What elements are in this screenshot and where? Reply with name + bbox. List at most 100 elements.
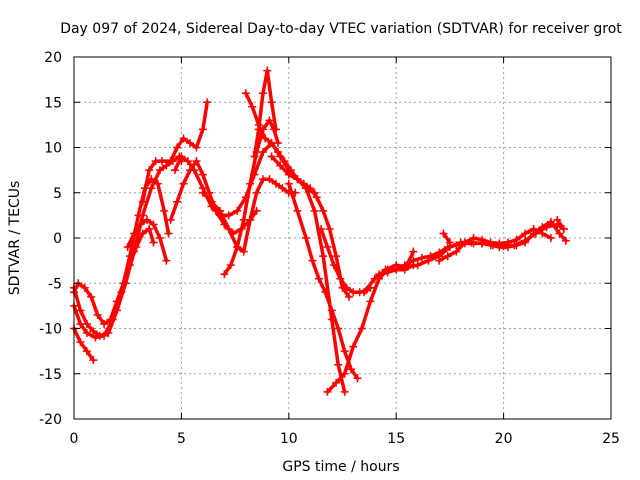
data-point-marker — [132, 243, 141, 252]
data-point-marker — [323, 387, 332, 396]
data-point-marker — [76, 319, 85, 328]
data-point-marker — [265, 116, 274, 125]
grid-lines — [74, 57, 611, 419]
data-series — [70, 66, 570, 396]
series-trace — [72, 227, 156, 326]
data-point-marker — [267, 152, 276, 161]
data-point-marker — [162, 161, 171, 170]
data-point-marker — [164, 229, 173, 238]
data-point-marker — [91, 333, 100, 342]
data-point-marker — [332, 252, 341, 261]
data-point-marker — [93, 310, 102, 319]
series-arc-2 — [70, 175, 173, 342]
x-axis-label: GPS time / hours — [282, 459, 399, 475]
data-point-marker — [198, 170, 207, 179]
data-point-marker — [250, 152, 259, 161]
data-point-marker — [145, 224, 154, 233]
data-point-marker — [162, 256, 171, 265]
data-point-marker — [239, 247, 248, 256]
data-point-marker — [155, 166, 164, 175]
data-point-marker — [344, 292, 353, 301]
x-tick-label: 0 — [70, 431, 79, 447]
data-point-marker — [185, 138, 194, 147]
data-point-marker — [192, 157, 201, 166]
data-point-marker — [274, 148, 283, 157]
data-point-marker — [319, 252, 328, 261]
data-point-marker — [325, 224, 334, 233]
y-tick-label: 0 — [53, 231, 62, 247]
data-point-marker — [340, 387, 349, 396]
data-point-marker — [80, 283, 89, 292]
data-point-marker — [226, 261, 235, 270]
data-point-marker — [125, 261, 134, 270]
data-point-marker — [207, 197, 216, 206]
data-point-marker — [192, 143, 201, 152]
data-point-marker — [503, 238, 512, 247]
series-arc-14 — [284, 179, 362, 383]
data-point-marker — [112, 297, 121, 306]
data-point-marker — [546, 217, 555, 226]
data-point-marker — [342, 283, 351, 292]
data-point-marker — [284, 170, 293, 179]
data-point-marker — [248, 102, 257, 111]
data-point-marker — [521, 229, 530, 238]
data-point-marker — [323, 243, 332, 252]
data-point-marker — [267, 138, 276, 147]
y-tick-label: 15 — [44, 95, 62, 111]
data-point-marker — [334, 324, 343, 333]
data-point-marker — [153, 179, 162, 188]
data-point-marker — [359, 288, 368, 297]
data-point-marker — [198, 125, 207, 134]
data-point-marker — [138, 229, 147, 238]
data-point-marker — [149, 238, 158, 247]
data-point-marker — [166, 215, 175, 224]
data-point-marker — [203, 98, 212, 107]
series-arc-9 — [198, 175, 300, 256]
data-point-marker — [267, 98, 276, 107]
series-arc-20 — [439, 229, 454, 247]
data-point-marker — [512, 235, 521, 244]
series-arc-5 — [123, 215, 171, 265]
data-point-marker — [443, 243, 452, 252]
data-point-marker — [347, 365, 356, 374]
series-arc-12 — [250, 66, 280, 161]
data-point-marker — [233, 243, 242, 252]
data-point-marker — [252, 188, 261, 197]
y-tick-label: 5 — [53, 186, 62, 202]
data-point-marker — [452, 247, 461, 256]
data-point-marker — [317, 224, 326, 233]
y-tick-label: -20 — [39, 412, 62, 428]
data-point-marker — [435, 256, 444, 265]
data-point-marker — [538, 229, 547, 238]
x-tick-label: 20 — [495, 431, 513, 447]
series-arc-10 — [220, 116, 283, 279]
data-point-marker — [136, 220, 145, 229]
data-point-marker — [254, 125, 263, 134]
data-point-marker — [271, 125, 280, 134]
x-tick-label: 5 — [177, 431, 186, 447]
series-trace — [555, 218, 566, 231]
data-point-marker — [555, 229, 564, 238]
data-point-marker — [521, 238, 530, 247]
data-point-marker — [166, 157, 175, 166]
series-arc-13 — [267, 152, 349, 396]
data-point-marker — [546, 234, 555, 242]
data-point-marker — [224, 211, 233, 220]
series-trace — [405, 249, 416, 267]
data-point-marker — [89, 356, 98, 365]
data-point-marker — [220, 270, 229, 279]
y-tick-label: -5 — [48, 276, 62, 292]
data-point-marker — [340, 347, 349, 356]
series-trace — [72, 326, 96, 362]
data-point-marker — [370, 274, 379, 283]
series-trace — [201, 177, 297, 254]
data-point-marker — [375, 270, 384, 279]
data-point-marker — [271, 179, 280, 188]
data-point-marker — [82, 347, 91, 356]
data-point-marker — [301, 184, 310, 193]
series-trace — [269, 154, 347, 394]
data-point-marker — [310, 206, 319, 215]
series-arc-19 — [435, 224, 555, 265]
data-point-marker — [357, 324, 366, 333]
axis-ticks: 0 5 10 15 20 25 -20 -15 -10 -5 0 5 10 15 20 — [39, 50, 620, 447]
